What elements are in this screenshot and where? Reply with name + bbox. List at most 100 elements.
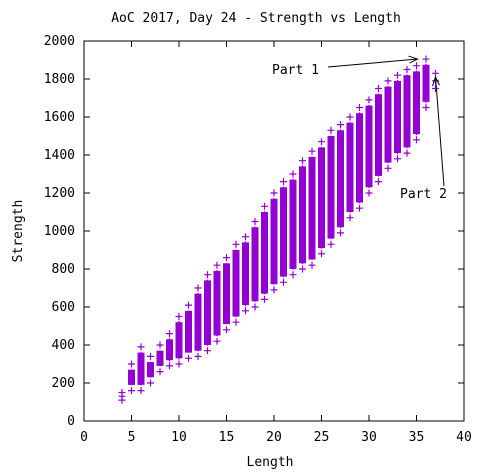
x-tick-label: 5 (128, 430, 136, 445)
arrowhead-part1 (408, 55, 419, 64)
y-tick-label: 1600 (44, 110, 75, 125)
data-point (318, 181, 325, 189)
data-point (137, 343, 145, 351)
data-point (299, 165, 306, 173)
data-point (422, 71, 430, 79)
y-tick-label: 1400 (44, 148, 75, 163)
data-point (365, 172, 373, 180)
data-point (194, 318, 202, 326)
data-point (403, 82, 411, 90)
y-tick-label: 800 (52, 262, 75, 277)
data-point (232, 310, 240, 318)
data-point (375, 101, 382, 109)
data-point (356, 154, 363, 162)
data-point (242, 233, 249, 241)
data-point (318, 215, 325, 223)
data-point (394, 121, 401, 129)
data-point (261, 270, 268, 278)
data-point (356, 145, 363, 153)
data-point (223, 272, 230, 280)
data-point (156, 350, 164, 358)
data-point (413, 62, 420, 70)
data-point (270, 189, 278, 197)
data-point (375, 152, 382, 160)
data-point (337, 204, 344, 212)
data-point (147, 361, 154, 369)
data-point (232, 240, 240, 248)
data-point (261, 287, 268, 295)
data-point (365, 104, 373, 112)
data-point (346, 189, 354, 197)
data-point (375, 110, 382, 118)
data-point (403, 149, 411, 157)
data-point (356, 196, 363, 204)
data-point (299, 198, 306, 206)
data-point (204, 296, 211, 304)
data-point (289, 187, 297, 195)
data-point (204, 338, 211, 346)
data-point (213, 270, 221, 278)
data-point (384, 86, 392, 94)
data-point (327, 161, 335, 169)
data-point (204, 313, 211, 321)
data-point (327, 153, 335, 161)
data-point (384, 147, 392, 155)
data-point (356, 104, 363, 111)
data-point (356, 204, 363, 212)
data-point (280, 186, 287, 194)
data-point (337, 162, 344, 170)
point-cluster (242, 242, 249, 306)
point-cluster (204, 280, 211, 345)
data-point (270, 277, 278, 285)
data-point (185, 319, 192, 327)
data-point (337, 121, 344, 129)
data-point (261, 253, 268, 261)
data-point (194, 310, 202, 318)
data-point (261, 219, 268, 227)
data-point (365, 130, 373, 138)
y-tick-label: 1200 (44, 186, 75, 201)
data-point (270, 207, 278, 215)
data-point (289, 262, 297, 270)
data-point (232, 292, 240, 300)
data-point (337, 129, 344, 137)
data-point (223, 308, 230, 316)
data-point (204, 271, 211, 279)
data-point (337, 171, 344, 179)
data-point (280, 236, 287, 244)
data-point (280, 278, 287, 286)
data-point (270, 286, 278, 294)
point-cluster (128, 369, 135, 385)
data-point (356, 171, 363, 179)
data-point (318, 189, 325, 197)
data-point (403, 66, 411, 73)
data-point (156, 368, 164, 376)
data-point (280, 253, 287, 261)
data-point (242, 257, 249, 265)
data-point (384, 129, 392, 137)
data-point (270, 224, 278, 232)
data-point (280, 228, 287, 236)
data-point (270, 233, 278, 241)
data-point (318, 241, 325, 249)
data-point (185, 310, 192, 318)
data-point (346, 147, 354, 155)
data-point (403, 124, 411, 132)
data-point (375, 144, 382, 152)
data-point (194, 301, 202, 309)
data-point (308, 182, 316, 190)
data-point (242, 266, 249, 274)
data-point (308, 200, 316, 208)
data-point (318, 146, 325, 154)
data-point (137, 369, 145, 377)
data-point (223, 281, 230, 289)
data-point (394, 105, 401, 113)
point-cluster (137, 352, 145, 385)
data-point (384, 138, 392, 146)
data-point (166, 362, 173, 370)
data-point (403, 132, 411, 140)
data-point (289, 204, 297, 212)
data-point (375, 178, 382, 186)
data-point (356, 162, 363, 170)
